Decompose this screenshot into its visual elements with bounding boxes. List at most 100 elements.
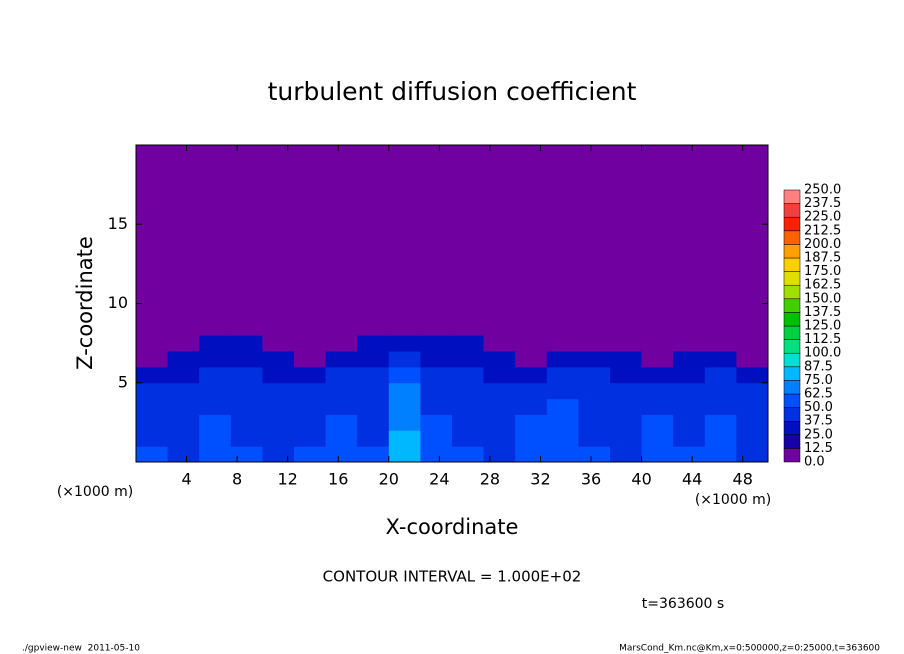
field-cell xyxy=(420,366,453,384)
field-cell xyxy=(641,145,674,336)
field-cell xyxy=(294,398,327,415)
x-tick-label: 20 xyxy=(379,470,399,489)
field-cell xyxy=(388,398,421,415)
field-cell xyxy=(641,366,674,384)
field-cell xyxy=(610,145,643,336)
field-cell xyxy=(546,335,579,352)
field-cell xyxy=(420,414,453,431)
colorbar-label: 37.5 xyxy=(804,414,833,429)
field-cell xyxy=(167,398,200,415)
field-cell xyxy=(610,414,643,431)
field-cell xyxy=(199,366,232,384)
field-cell xyxy=(262,398,295,415)
colorbar-label: 12.5 xyxy=(804,441,833,456)
x-tick-label: 36 xyxy=(581,470,601,489)
field-cell xyxy=(736,398,769,415)
field-cell xyxy=(294,430,327,447)
field-cell xyxy=(736,382,769,400)
colorbar-swatch xyxy=(783,189,801,204)
x-tick-label: 44 xyxy=(682,470,702,489)
field-cell xyxy=(483,145,516,336)
colorbar-swatch xyxy=(783,298,801,313)
field-cell xyxy=(199,351,232,368)
field-cell xyxy=(704,414,737,431)
colorbar-label: 100.0 xyxy=(804,346,841,361)
field-cell xyxy=(262,366,295,384)
field-cell xyxy=(515,414,548,431)
field-cell xyxy=(420,145,453,336)
colorbar-label: 125.0 xyxy=(804,319,841,334)
field-cell xyxy=(167,145,200,336)
field-cell xyxy=(136,366,169,384)
footer-right: MarsCond_Km.nc@Km,x=0:500000,z=0:25000,t… xyxy=(619,644,880,654)
colorbar-label: 137.5 xyxy=(804,305,841,320)
x-unit-right: (×1000 m) xyxy=(695,492,771,508)
field-cell xyxy=(199,398,232,415)
field-cell xyxy=(515,446,548,463)
field-cell xyxy=(704,335,737,352)
field-cell xyxy=(578,382,611,400)
field-cell xyxy=(199,382,232,400)
field-cell xyxy=(199,414,232,431)
field-cell xyxy=(452,430,485,447)
colorbar-label: 50.0 xyxy=(804,400,833,415)
field-cell xyxy=(673,382,706,400)
field-cell xyxy=(546,398,579,415)
field-cell xyxy=(483,398,516,415)
field-cell xyxy=(136,430,169,447)
field-cell xyxy=(610,335,643,352)
y-axis-label: Z-coordinate xyxy=(73,236,97,370)
field-cell xyxy=(641,414,674,431)
colorbar-swatch xyxy=(783,257,801,272)
field-cell xyxy=(230,351,263,368)
field-cell xyxy=(673,351,706,368)
field-cell xyxy=(357,335,390,352)
colorbar-swatch xyxy=(783,203,801,218)
field-cell xyxy=(357,382,390,400)
field-cell xyxy=(325,366,358,384)
field-cell xyxy=(420,430,453,447)
field-cell xyxy=(578,145,611,336)
field-cell xyxy=(546,351,579,368)
x-tick-label: 28 xyxy=(480,470,500,489)
colorbar-swatch xyxy=(783,366,801,381)
field-cell xyxy=(673,414,706,431)
field-cell xyxy=(673,366,706,384)
field-cell xyxy=(230,446,263,463)
field-cell xyxy=(325,351,358,368)
colorbar-label: 0.0 xyxy=(804,455,825,470)
field-cell xyxy=(136,414,169,431)
field-cell xyxy=(483,382,516,400)
colorbar-label: 150.0 xyxy=(804,291,841,306)
field-cell xyxy=(673,145,706,336)
field-cell xyxy=(641,335,674,352)
field-cell xyxy=(167,382,200,400)
field-cell xyxy=(325,430,358,447)
field-cell xyxy=(136,335,169,352)
colorbar-label: 175.0 xyxy=(804,264,841,279)
field-cell xyxy=(357,366,390,384)
field-cell xyxy=(199,430,232,447)
colorbar-swatch xyxy=(783,420,801,436)
field-cell xyxy=(357,351,390,368)
field-cell xyxy=(546,366,579,384)
field-cell xyxy=(452,414,485,431)
field-cell xyxy=(673,398,706,415)
field-cell xyxy=(388,382,421,400)
field-cell xyxy=(578,414,611,431)
field-cell xyxy=(578,446,611,463)
field-cell xyxy=(641,446,674,463)
field-cell xyxy=(483,335,516,352)
field-cell xyxy=(641,398,674,415)
field-cell xyxy=(546,382,579,400)
chart-title: turbulent diffusion coefficient xyxy=(268,77,637,106)
colorbar-label: 250.0 xyxy=(804,183,841,198)
colorbar-label: 212.5 xyxy=(804,223,841,238)
field-cell xyxy=(388,366,421,384)
field-cell xyxy=(262,351,295,368)
x-tick-label: 12 xyxy=(278,470,298,489)
field-cell xyxy=(704,382,737,400)
colorbar-swatch xyxy=(783,352,801,368)
field-cell xyxy=(420,335,453,352)
colorbar-swatch xyxy=(783,380,801,395)
